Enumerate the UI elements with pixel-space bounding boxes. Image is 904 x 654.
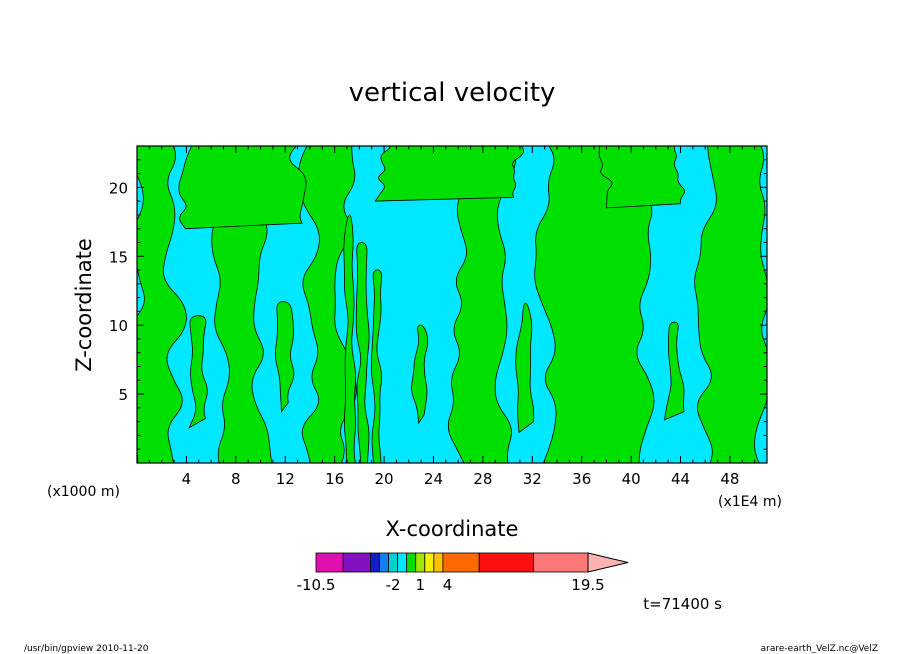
colorbar-segment: [478, 552, 535, 573]
x-unit-left: (x1000 m): [47, 484, 120, 500]
updraft-region: [297, 146, 357, 463]
x-tick-label: 4: [182, 470, 192, 488]
velocity-field: [137, 146, 767, 463]
x-tick-label: 8: [231, 470, 241, 488]
colorbar-arrow: [587, 552, 629, 573]
x-tick-label: 40: [622, 470, 641, 488]
colorbar-segment: [406, 552, 417, 573]
updraft-patch: [188, 315, 208, 429]
updraft-patch: [411, 324, 429, 425]
colorbar-segment: [442, 552, 480, 573]
updraft-filament: [343, 214, 356, 463]
colorbar-segment: [424, 552, 435, 573]
plot-frame: [136, 145, 768, 464]
x-unit-right: (x1E4 m): [718, 494, 782, 510]
y-axis-label: Z-coordinate: [72, 238, 96, 372]
colorbar-segment: [415, 552, 426, 573]
updraft-region: [137, 146, 187, 463]
colorbar-tick-label: 1: [415, 576, 425, 594]
time-label: t=71400 s: [643, 595, 722, 613]
colorbar-segment: [342, 552, 371, 573]
x-tick-label: 28: [473, 470, 492, 488]
colorbar-segment: [379, 552, 389, 573]
x-tick-label: 16: [325, 470, 344, 488]
colorbar-tick-label: -10.5: [297, 576, 336, 594]
x-tick-label: 12: [276, 470, 295, 488]
colorbar-segment: [315, 552, 344, 573]
chart-title: vertical velocity: [349, 78, 556, 108]
colorbar-segment: [388, 552, 398, 573]
colorbar-segment: [433, 552, 444, 573]
footer-right: arare-earth_VelZ.nc@VelZ: [761, 644, 878, 654]
y-axis-ticks: 5 10 15 20: [109, 159, 767, 450]
x-tick-label: 44: [671, 470, 690, 488]
updraft-filament: [355, 242, 370, 463]
x-tick-label: 36: [572, 470, 591, 488]
updraft-upper-patch: [598, 146, 685, 209]
updraft-region: [694, 146, 767, 463]
x-tick-label: 48: [720, 470, 739, 488]
x-axis-ticks: 4 8 12 16 20 24 28 32 36 40 44 48: [148, 146, 756, 488]
updraft-patch: [274, 301, 295, 413]
updraft-region: [447, 146, 517, 463]
colorbar-segment: [533, 552, 589, 573]
y-tick-label: 20: [109, 179, 128, 197]
updraft-filament: [370, 269, 383, 463]
updraft-region: [534, 146, 655, 463]
x-tick-label: 32: [523, 470, 542, 488]
x-tick-label: 20: [375, 470, 394, 488]
updraft-upper-patch: [374, 146, 524, 202]
updraft-patch: [663, 321, 685, 421]
colorbar-tick-label: 4: [443, 576, 453, 594]
y-tick-label: 10: [109, 317, 128, 335]
colorbar: -10.5 -2 1 4 19.5: [297, 552, 629, 594]
colorbar-segment: [397, 552, 408, 573]
footer-left: /usr/bin/gpview 2010-11-20: [24, 644, 149, 654]
y-tick-label: 5: [118, 386, 128, 404]
updraft-patch: [515, 302, 535, 434]
x-axis-label: X-coordinate: [386, 517, 519, 541]
x-tick-label: 24: [424, 470, 443, 488]
updraft-upper-patch: [178, 146, 307, 230]
colorbar-tick-label: -2: [386, 576, 401, 594]
y-tick-label: 15: [109, 248, 128, 266]
colorbar-tick-label: 19.5: [571, 576, 604, 594]
colorbar-segment: [369, 552, 380, 573]
